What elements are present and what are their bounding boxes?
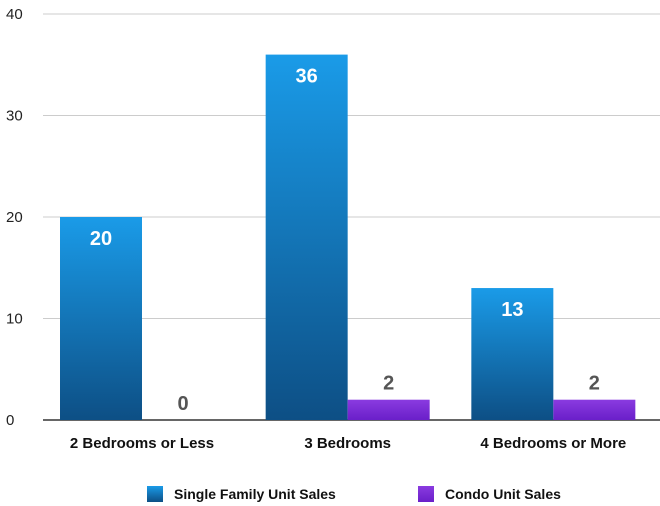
- data-label: 2: [383, 373, 394, 395]
- data-label: 0: [177, 393, 188, 415]
- bar-condo: [347, 399, 430, 420]
- legend-label: Condo Unit Sales: [445, 486, 561, 502]
- x-category-label: 2 Bedrooms or Less: [70, 435, 214, 452]
- legend-swatch: [147, 486, 163, 502]
- bar-single-family: [471, 288, 554, 420]
- data-label: 36: [296, 66, 318, 88]
- bars: [60, 54, 636, 420]
- legend: Single Family Unit Sales Condo Unit Sales: [147, 486, 561, 502]
- y-tick-label: 20: [6, 209, 23, 226]
- x-axis-categories: 2 Bedrooms or Less 3 Bedrooms 4 Bedrooms o…: [70, 435, 626, 452]
- bar-single-family: [265, 54, 348, 420]
- y-tick-label: 0: [6, 412, 14, 429]
- data-label: 13: [501, 299, 523, 321]
- data-label: 2: [589, 373, 600, 395]
- data-label: 20: [90, 228, 112, 250]
- legend-label: Single Family Unit Sales: [174, 486, 336, 502]
- y-tick-label: 40: [6, 6, 23, 23]
- bar-condo: [553, 399, 636, 420]
- legend-swatch: [418, 486, 434, 502]
- y-tick-label: 30: [6, 108, 23, 125]
- x-category-label: 4 Bedrooms or More: [480, 435, 626, 452]
- bar-single-family: [60, 217, 142, 420]
- data-labels: 20 0 36 2 13 2: [90, 66, 600, 415]
- x-category-label: 3 Bedrooms: [304, 435, 391, 452]
- y-axis-ticks: 0 10 20 30 40: [6, 6, 23, 429]
- y-tick-label: 10: [6, 311, 23, 328]
